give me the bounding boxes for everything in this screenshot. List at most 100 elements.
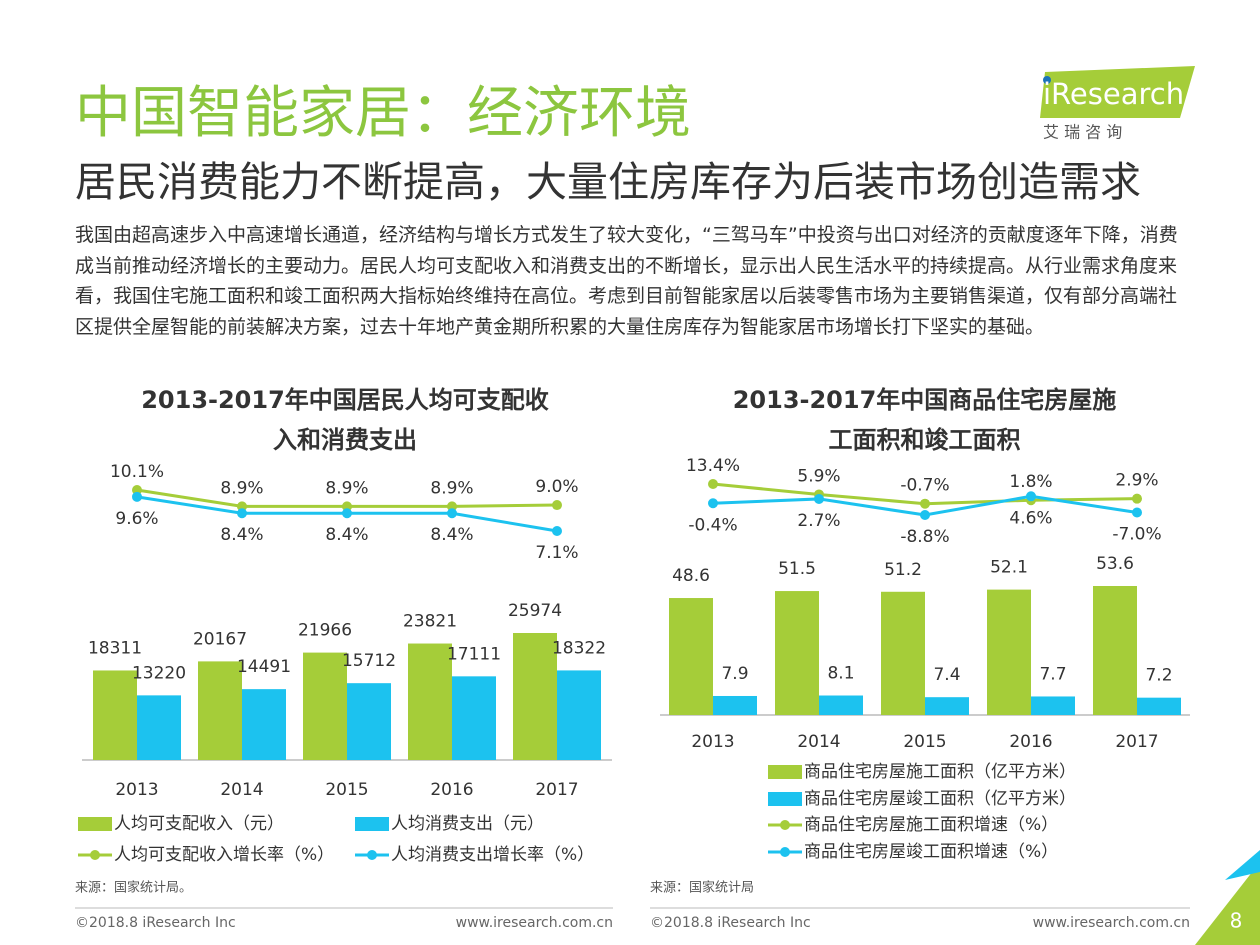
line-point <box>920 498 930 509</box>
bar-label: 52.1 <box>990 558 1028 578</box>
source: 来源：国家统计局。 <box>75 880 192 896</box>
line-point <box>1026 491 1036 502</box>
bar-label: 21966 <box>298 621 352 641</box>
legend-label: 人均消费支出（元） <box>391 814 544 834</box>
line-point <box>342 501 352 512</box>
line-label: -8.8% <box>900 527 949 547</box>
x-tick-label: 2013 <box>691 732 734 752</box>
bar <box>557 670 601 760</box>
source: 来源：国家统计局 <box>650 880 754 896</box>
line-label: 4.6% <box>1009 508 1052 528</box>
legend-label: 商品住宅房屋竣工面积（亿平方米） <box>804 789 1076 809</box>
logo-dot <box>1043 76 1051 84</box>
bar <box>137 695 181 760</box>
line-label: 8.9% <box>430 478 473 498</box>
bar-label: 25974 <box>508 601 562 621</box>
bar <box>987 589 1031 715</box>
copyright: ©2018.8 iResearch Inc <box>75 915 236 931</box>
bar <box>408 643 452 760</box>
legend-point <box>90 850 100 860</box>
line-point <box>552 526 562 536</box>
legend-label: 人均消费支出增长率（%） <box>391 845 594 865</box>
bar <box>775 591 819 715</box>
x-tick-label: 2014 <box>220 780 263 800</box>
bar-label: 53.6 <box>1096 554 1134 574</box>
bar-label: 7.2 <box>1145 666 1172 686</box>
legend-swatch <box>768 765 802 779</box>
line-point <box>237 501 247 512</box>
chart-title: 2013-2017年中国商品住宅房屋施工面积和竣工面积 <box>732 386 1117 454</box>
line-label: -0.7% <box>900 476 949 496</box>
legend-swatch <box>355 817 389 831</box>
x-tick-label: 2014 <box>797 732 840 752</box>
bar-label: 15712 <box>342 651 396 671</box>
logo-bg <box>1040 66 1195 118</box>
line-label: 5.9% <box>797 466 840 486</box>
legend-point <box>367 850 377 860</box>
x-tick-label: 2016 <box>1009 732 1052 752</box>
x-tick-label: 2016 <box>430 780 473 800</box>
legend-label: 人均可支配收入（元） <box>114 814 284 834</box>
line-label: 8.9% <box>220 478 263 498</box>
line-point <box>132 485 142 495</box>
line-point <box>447 501 457 512</box>
bar-label: 17111 <box>447 644 501 664</box>
line-label: 13.4% <box>686 456 740 476</box>
slide-title: 中国智能家居：经济环境 <box>75 81 691 146</box>
legend-label: 商品住宅房屋竣工面积增速（%） <box>804 842 1058 862</box>
legend-label: 人均可支配收入增长率（%） <box>114 845 334 865</box>
line-point <box>1132 507 1142 518</box>
line-label: 2.9% <box>1115 471 1158 491</box>
bar <box>303 652 347 760</box>
bar <box>669 598 713 715</box>
bar-label: 18322 <box>552 638 606 658</box>
body-text: 我国由超高速步入中高速增长通道，经济结构与增长方式发生了较大变化，“三驾马车”中… <box>75 224 1178 338</box>
corner-deco <box>1225 850 1260 880</box>
bar <box>713 695 757 715</box>
bar-label: 20167 <box>193 629 247 649</box>
bar-label: 7.7 <box>1039 664 1066 684</box>
bar <box>881 591 925 715</box>
bar-label: 8.1 <box>827 664 854 684</box>
line-point <box>814 493 824 504</box>
bar-label: 13220 <box>132 663 186 683</box>
bar <box>925 697 969 715</box>
line-label: 9.6% <box>115 509 158 529</box>
legend-label: 商品住宅房屋施工面积（亿平方米） <box>804 762 1076 782</box>
url: www.iresearch.com.cn <box>456 915 613 931</box>
bar <box>513 633 557 760</box>
line-label: -7.0% <box>1112 524 1161 544</box>
line-point <box>1132 493 1142 504</box>
chart-title: 2013-2017年中国居民人均可支配收入和消费支出 <box>141 386 549 454</box>
line-point <box>237 508 247 519</box>
bar <box>347 683 391 760</box>
line-label: 8.4% <box>220 525 263 545</box>
line-point <box>708 479 718 489</box>
slide-subtitle: 居民消费能力不断提高，大量住房库存为后装市场创造需求 <box>75 158 1141 206</box>
legend-swatch <box>78 817 112 831</box>
line-label: 8.4% <box>430 525 473 545</box>
bar-label: 14491 <box>237 657 291 677</box>
x-tick-label: 2017 <box>535 780 578 800</box>
corner-deco <box>1195 862 1260 945</box>
line-label: -0.4% <box>688 515 737 535</box>
line-point <box>447 508 457 519</box>
x-tick-label: 2015 <box>903 732 946 752</box>
legend-point <box>780 847 790 857</box>
line-point <box>552 500 562 511</box>
bar <box>242 689 286 760</box>
x-tick-label: 2013 <box>115 780 158 800</box>
bar <box>93 670 137 760</box>
line-label: 9.0% <box>535 477 578 497</box>
bar <box>452 676 496 760</box>
legend-point <box>780 820 790 830</box>
legend-label: 商品住宅房屋施工面积增速（%） <box>804 815 1058 835</box>
bar-label: 18311 <box>88 638 142 658</box>
bar <box>1137 697 1181 715</box>
line-point <box>708 498 718 509</box>
x-tick-label: 2015 <box>325 780 368 800</box>
x-tick-label: 2017 <box>1115 732 1158 752</box>
line-point <box>342 508 352 519</box>
